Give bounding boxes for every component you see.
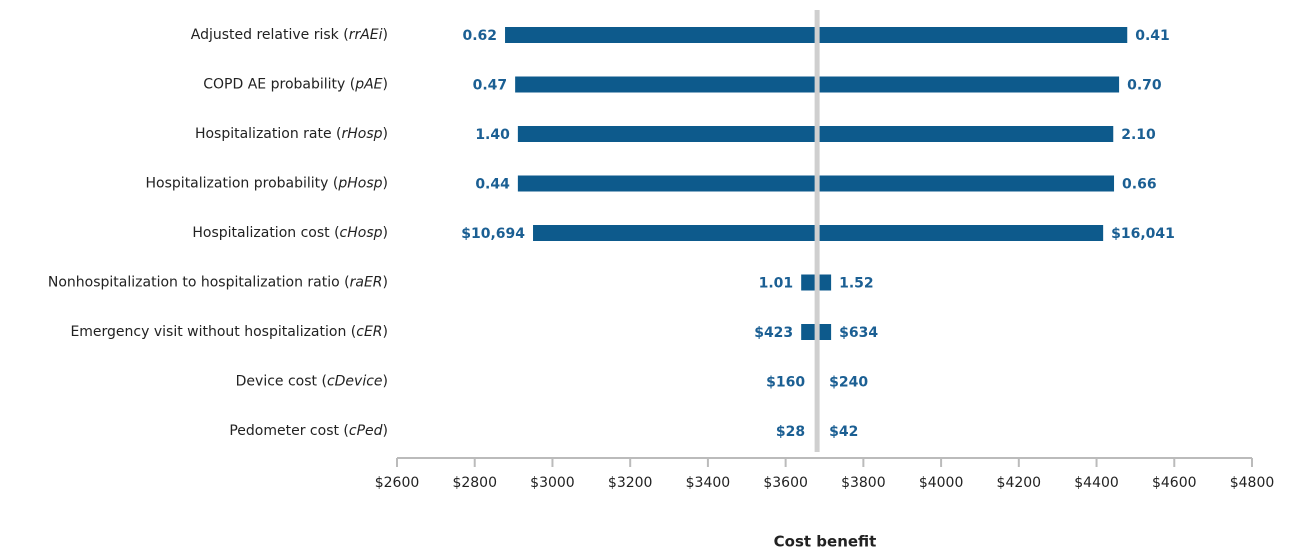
low-label: 0.47 [473,78,508,94]
high-label: $16,041 [1111,226,1175,242]
high-label: $634 [839,325,878,341]
bar-high [817,225,1104,241]
bar-high [817,76,1120,93]
category-label: Hospitalization probability (pHosp) [146,176,388,192]
category-label: Hospitalization rate (rHosp) [195,126,388,142]
bar-high [817,27,1128,43]
bar-high [817,175,1115,192]
category-label: Device cost (cDevice) [236,374,388,390]
bar-high [817,126,1114,142]
x-tick-label: $3400 [686,475,731,491]
x-tick-label: $3600 [763,475,808,491]
category-label: Adjusted relative risk (rrAEi) [191,27,388,43]
bar-low [517,126,818,142]
x-tick-label: $2600 [375,475,420,491]
high-label: $42 [829,424,858,440]
high-label: 2.10 [1121,127,1156,143]
category-label: Pedometer cost (cPed) [229,423,388,439]
low-label: 1.01 [759,276,794,292]
category-label: COPD AE probability (pAE) [203,77,388,93]
bar-low [517,175,818,192]
category-label: Nonhospitalization to hospitalization ra… [48,275,388,291]
high-label: 0.41 [1135,28,1170,44]
low-label: $160 [766,375,805,391]
x-tick-label: $4600 [1152,475,1197,491]
x-tick-label: $3000 [530,475,575,491]
category-label: Hospitalization cost (cHosp) [192,225,388,241]
x-tick-label: $4000 [919,475,964,491]
x-tick-label: $4400 [1074,475,1119,491]
high-label: $240 [829,375,868,391]
bar-low [801,274,818,291]
bar-low [801,324,818,340]
bar-low [533,225,818,241]
bar-high [817,274,832,291]
low-label: $10,694 [461,226,525,242]
high-label: 1.52 [839,276,874,292]
x-tick-label: $4800 [1230,475,1275,491]
high-label: 0.66 [1122,177,1157,193]
high-label: 0.70 [1127,78,1162,94]
x-tick-label: $4200 [997,475,1042,491]
category-label: Emergency visit without hospitalization … [70,324,388,340]
low-label: $423 [754,325,793,341]
low-label: 1.40 [475,127,510,143]
bar-high [817,324,832,340]
x-axis-label: Cost benefit [774,533,877,551]
low-label: 0.62 [462,28,497,44]
x-tick-label: $2800 [452,475,497,491]
x-tick-label: $3800 [841,475,886,491]
bar-low [505,27,818,43]
low-label: $28 [776,424,805,440]
bar-low [515,76,818,93]
low-label: 0.44 [475,177,510,193]
x-tick-label: $3200 [608,475,653,491]
